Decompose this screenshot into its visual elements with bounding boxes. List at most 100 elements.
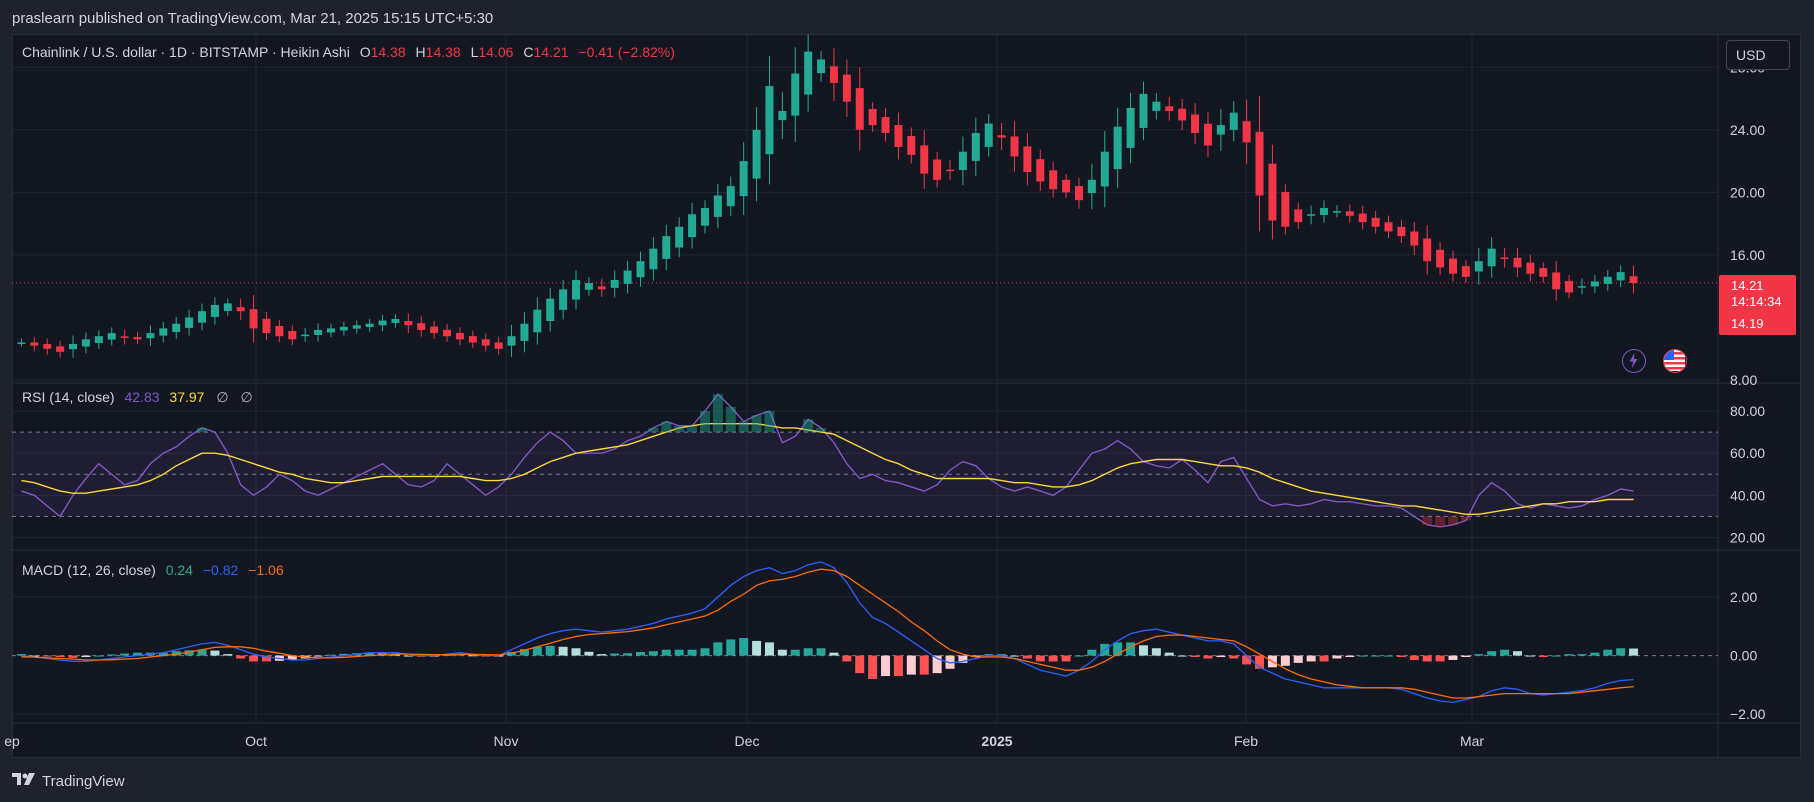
macd-histogram-bar	[803, 648, 813, 656]
macd-histogram-bar	[1564, 654, 1574, 656]
macd-histogram-value: 0.24	[165, 562, 193, 578]
macd-histogram-bar	[648, 651, 658, 656]
rsi-band-fill	[12, 432, 1718, 517]
x-tick-label: Nov	[494, 733, 519, 749]
candle-body	[1281, 192, 1290, 227]
macd-histogram-bar	[906, 655, 916, 675]
candle-body	[417, 323, 426, 330]
macd-histogram-bar	[635, 652, 645, 656]
macd-histogram-bar	[1345, 655, 1355, 658]
macd-histogram-bar	[339, 653, 349, 656]
macd-histogram-bar	[726, 639, 736, 656]
candle-body	[365, 323, 374, 327]
us-flag-icon[interactable]	[1663, 349, 1687, 373]
candle-body	[172, 323, 181, 333]
publish-header: praslearn published on TradingView.com, …	[0, 0, 1814, 34]
macd-histogram-bar	[1280, 655, 1290, 666]
macd-histogram-bar	[236, 655, 246, 659]
macd-legend: MACD (12, 26, close) 0.24 −0.82 −1.06	[22, 562, 284, 578]
candle-body	[971, 132, 980, 161]
candle-body	[752, 129, 761, 179]
macd-histogram-bar	[558, 646, 568, 656]
symbol-title[interactable]: Chainlink / U.S. dollar · 1D · BITSTAMP …	[22, 44, 350, 60]
candle-body	[455, 333, 464, 340]
macd-histogram-bar	[1087, 649, 1097, 656]
macd-histogram-bar	[790, 649, 800, 656]
candle-body	[81, 339, 90, 347]
macd-histogram-bar	[984, 654, 994, 656]
axes: epOctNovDec2025FebMar28.0024.0020.0016.0…	[4, 59, 1765, 749]
macd-histogram-bar	[1319, 655, 1329, 662]
candle-body	[559, 289, 568, 310]
macd-histogram-bar	[1151, 648, 1161, 656]
macd-histogram-bar	[365, 652, 375, 656]
macd-histogram-bar	[584, 651, 594, 656]
macd-histogram-bar	[868, 655, 878, 679]
lightning-icon[interactable]	[1622, 349, 1646, 373]
candle-body	[352, 325, 361, 329]
candle-body	[339, 326, 348, 331]
candle-body	[1410, 231, 1419, 246]
macd-histogram-bar	[829, 652, 839, 656]
x-tick-label: Mar	[1460, 733, 1484, 749]
macd-histogram-bar	[1035, 655, 1045, 662]
candle-body	[1332, 211, 1341, 213]
candle-body	[1577, 286, 1586, 288]
candle-body	[1152, 101, 1161, 111]
candle-body	[30, 342, 39, 346]
close-value: 14.21	[533, 44, 569, 60]
currency-button[interactable]: USD	[1726, 40, 1790, 70]
macd-histogram-bar	[1138, 645, 1148, 656]
low-label: L	[470, 44, 479, 60]
price-tick-label: 8.00	[1730, 372, 1757, 388]
macd-histogram-bar	[816, 648, 826, 656]
macd-histogram-bar	[1010, 655, 1020, 657]
price-tick-label: 16.00	[1730, 247, 1765, 263]
candle-body	[829, 66, 838, 83]
x-tick-label: Oct	[245, 733, 267, 749]
macd-histogram-bar	[1242, 655, 1252, 665]
candle-body	[1474, 261, 1483, 272]
macd-histogram-bar	[597, 654, 607, 656]
macd-signal-line	[21, 568, 1634, 699]
candle-body	[1461, 266, 1470, 277]
candle-body	[907, 136, 916, 155]
candle-body	[868, 108, 877, 126]
candle-body	[198, 311, 207, 323]
macd-histogram-bar	[133, 652, 143, 656]
macd-line	[21, 561, 1634, 704]
macd-histogram-bar	[1384, 655, 1394, 657]
rsi-title[interactable]: RSI (14, close)	[22, 389, 115, 405]
candle-body	[817, 59, 826, 74]
macd-histogram-bar	[623, 653, 633, 656]
candle-body	[778, 111, 787, 121]
candle-body	[1010, 136, 1019, 157]
macd-histogram-bar	[1332, 655, 1342, 659]
candle-body	[1036, 159, 1045, 182]
macd-histogram-bar	[1216, 655, 1226, 658]
rsi-tick-label: 40.00	[1730, 487, 1765, 503]
candle-body	[765, 86, 774, 155]
macd-histogram-bar	[1422, 655, 1432, 662]
candle-body	[1552, 272, 1561, 290]
candle-body	[1539, 268, 1548, 277]
rsi-tick-label: 20.00	[1730, 529, 1765, 545]
macd-histogram-bar	[1113, 642, 1123, 656]
candle-body	[481, 339, 490, 346]
tradingview-brand[interactable]: TradingView	[12, 772, 125, 790]
candle-body	[146, 333, 155, 339]
macd-histogram-bar	[997, 654, 1007, 656]
candle-body	[391, 319, 400, 323]
candle-body	[675, 226, 684, 248]
macd-title[interactable]: MACD (12, 26, close)	[22, 562, 156, 578]
macd-histogram-bar	[1500, 649, 1510, 656]
macd-histogram-bar	[68, 655, 78, 658]
macd-histogram-bar	[197, 649, 207, 656]
candle-body	[1358, 213, 1367, 223]
candle-body	[584, 283, 593, 290]
candle-body	[1126, 107, 1135, 148]
candle-body	[920, 145, 929, 174]
macd-histogram-bar	[855, 655, 865, 674]
candle-body	[610, 279, 619, 288]
